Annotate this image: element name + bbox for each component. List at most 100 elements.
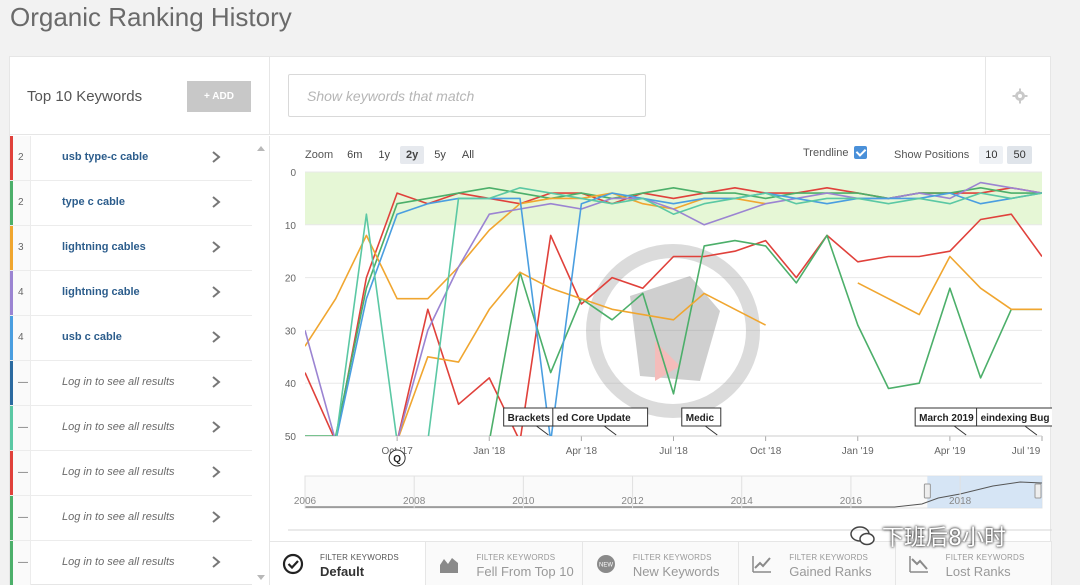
trendline-checkbox[interactable] — [854, 146, 868, 159]
chevron-right-icon[interactable] — [211, 511, 221, 523]
positions-option-10[interactable]: 10 — [979, 146, 1004, 164]
keyword-rank: — — [18, 377, 28, 388]
keyword-rank: — — [18, 422, 28, 433]
trendline-label: Trendline — [803, 146, 849, 159]
keyword-row[interactable]: — Log in to see all results — [10, 361, 252, 406]
positions-options: 10 50 — [979, 146, 1032, 164]
zoom-option-1y[interactable]: 1y — [378, 149, 391, 161]
series-line — [857, 255, 1042, 316]
x-tick-label: Apr '19 — [934, 446, 966, 457]
keyword-row[interactable]: — Log in to see all results — [10, 496, 252, 541]
keyword-rank-cell — [13, 271, 31, 315]
chevron-right-icon[interactable] — [211, 286, 221, 298]
filter-tab-new-keywords[interactable]: NEW FILTER KEYWORDS New Keywords — [582, 542, 740, 585]
keyword-row[interactable]: 2 usb type-c cable — [10, 136, 252, 181]
series-line — [305, 192, 766, 347]
filter-tab-gained-ranks[interactable]: FILTER KEYWORDS Gained Ranks — [739, 542, 896, 585]
x-tick-label: Jul '18 — [659, 446, 688, 457]
annotation-label: March 2019 — [919, 413, 974, 424]
keyword-row[interactable]: — Log in to see all results — [10, 406, 252, 451]
zoom-option-2y[interactable]: 2y — [400, 146, 425, 164]
keyword-list-scrollbar[interactable] — [252, 136, 270, 585]
scroll-up-icon[interactable] — [256, 144, 266, 152]
keyword-row[interactable]: 2 type c cable — [10, 181, 252, 226]
filter-tab-lost-ranks[interactable]: FILTER KEYWORDS Lost Ranks — [895, 542, 1053, 585]
chevron-right-icon[interactable] — [211, 556, 221, 568]
series-group — [305, 181, 1042, 436]
annotation-leader — [953, 425, 967, 436]
ranking-chart: 0 10 20 30 40 50 Oct '17 Jan '18 Apr '18 Jul '18 O… — [270, 136, 1052, 540]
annotation-label: ed Core Update — [557, 413, 631, 424]
keyword-label[interactable]: lightning cables — [62, 241, 146, 253]
keyword-color-bar — [10, 316, 13, 360]
keyword-row[interactable]: — Log in to see all results — [10, 541, 252, 585]
keyword-row[interactable]: 4 usb c cable — [10, 316, 252, 361]
navigator-handle — [1034, 483, 1042, 499]
series-line — [335, 187, 1042, 436]
y-tick-label: 40 — [285, 379, 297, 390]
keyword-rank: — — [18, 512, 28, 523]
page-title: Organic Ranking History — [10, 2, 292, 32]
keyword-row[interactable]: — Log in to see all results — [10, 451, 252, 496]
svg-text:NEW: NEW — [599, 563, 613, 569]
zoom-option-all[interactable]: All — [461, 149, 475, 161]
y-tick-label: 10 — [285, 221, 297, 232]
keyword-filter-input[interactable] — [288, 74, 646, 117]
navigator-selection — [927, 476, 1042, 508]
keyword-rank-cell — [13, 496, 31, 540]
navigator-year-label: 2014 — [731, 496, 754, 507]
search-header — [270, 57, 1050, 135]
keyword-label[interactable]: usb c cable — [62, 331, 122, 343]
keyword-row[interactable]: 3 lightning cables — [10, 226, 252, 271]
annotation-label: eindexing Bug — [981, 413, 1050, 424]
filter-caption: FILTER KEYWORDS — [476, 553, 556, 562]
annotation-box — [976, 407, 1052, 427]
chevron-right-icon[interactable] — [211, 241, 221, 253]
x-tick-label: Apr '18 — [566, 446, 598, 457]
filter-label: Fell From Top 10 — [476, 564, 574, 579]
x-tick-label: Oct '18 — [750, 446, 782, 457]
keyword-label[interactable]: usb type-c cable — [62, 151, 149, 163]
chart-logo-watermark — [586, 244, 760, 418]
keyword-rank: — — [18, 467, 28, 478]
chevron-right-icon[interactable] — [211, 151, 221, 163]
watermark-text: 下班后8小时 — [882, 526, 1006, 551]
line-chart-down-icon — [908, 556, 928, 573]
chevron-right-icon[interactable] — [211, 421, 221, 433]
zoom-option-6m[interactable]: 6m — [347, 149, 363, 161]
keyword-label: Log in to see all results — [62, 556, 175, 568]
keyword-rank: — — [18, 557, 28, 568]
positions-option-50[interactable]: 50 — [1007, 146, 1032, 164]
navigator-frame — [304, 475, 1043, 509]
filter-tab-default[interactable]: FILTER KEYWORDS Default — [270, 542, 427, 585]
keyword-rank-cell — [13, 181, 31, 225]
keyword-label[interactable]: type c cable — [62, 196, 125, 208]
chevron-right-icon[interactable] — [211, 331, 221, 343]
keyword-color-bar — [10, 496, 13, 540]
add-keyword-button[interactable]: + ADD — [187, 81, 251, 112]
chevron-right-icon[interactable] — [211, 196, 221, 208]
y-tick-label: 0 — [290, 168, 296, 179]
navigator-series — [305, 481, 1043, 508]
event-marker — [388, 449, 406, 467]
chevron-right-icon[interactable] — [211, 376, 221, 388]
positions-label: Show Positions — [894, 149, 970, 161]
filter-label: New Keywords — [632, 564, 720, 579]
keyword-label[interactable]: lightning cable — [62, 286, 140, 298]
keyword-label: Log in to see all results — [62, 421, 175, 433]
navigator-year-label: 2006 — [294, 496, 317, 507]
scroll-down-icon[interactable] — [256, 574, 266, 582]
chevron-right-icon[interactable] — [211, 466, 221, 478]
series-line — [398, 271, 766, 436]
keyword-color-bar — [10, 541, 13, 585]
series-line — [305, 181, 1042, 436]
zoom-option-5y[interactable]: 5y — [434, 149, 446, 161]
gear-icon[interactable] — [1012, 88, 1028, 104]
keyword-row[interactable]: 4 lightning cable — [10, 271, 252, 316]
filter-tab-fell-from-top-10[interactable]: FILTER KEYWORDS Fell From Top 10 — [426, 542, 583, 585]
keyword-rank: 2 — [18, 197, 24, 208]
keyword-rank-cell — [13, 316, 31, 360]
navigator-year-label: 2008 — [403, 496, 426, 507]
x-tick-label: Jan '18 — [473, 446, 505, 457]
